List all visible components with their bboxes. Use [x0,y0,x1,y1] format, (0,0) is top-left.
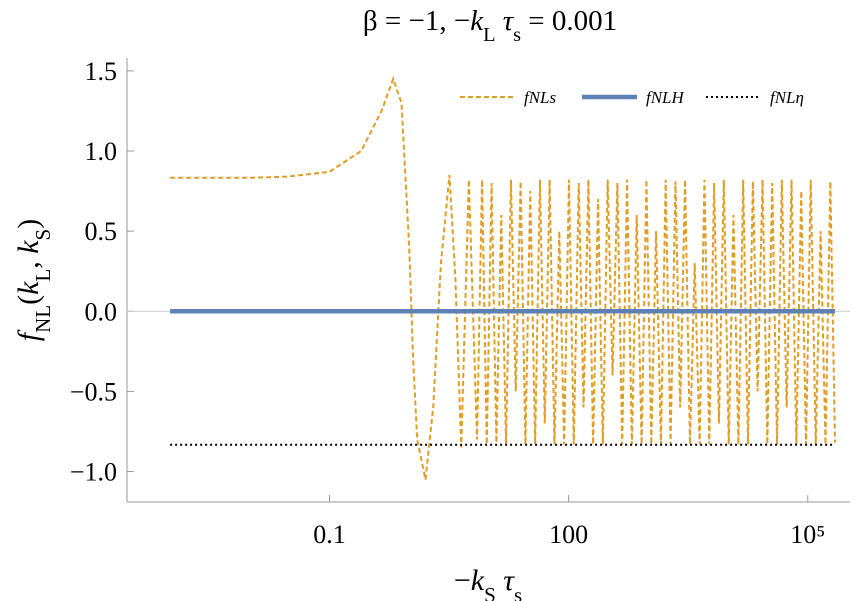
x-axis-label-part: s [514,583,522,601]
x-axis-label-part: τ [496,564,516,597]
y-axis-label-part: ) [12,219,45,229]
y-tick-label: −1.0 [70,458,117,487]
x-axis-label-part: − [454,564,471,597]
y-axis-label: fNL(kL, kS) [12,219,55,342]
chart-title-part: s [513,24,521,46]
chart-title-part: L [483,24,495,46]
legend-label: fNLH [646,88,686,107]
chart-title-part: = 0.001 [521,5,617,37]
y-tick-label: 1.5 [85,57,118,86]
x-axis-label-part: S [484,583,496,601]
x-tick-label: 0.1 [313,520,346,549]
x-tick-label: 10⁵ [790,520,825,549]
x-tick-label: 100 [549,520,588,549]
chart-title-part: β = −1, − [363,5,470,37]
y-axis-label-part: ( [12,295,45,305]
chart-title-part: k [470,5,484,37]
y-axis-label-part: k [12,240,45,254]
chart-title: β = −1, −kL τs = 0.001 [363,5,617,46]
legend-label: fNLs [524,88,557,107]
series-line [170,75,837,480]
legend-label: fNLη [770,88,804,107]
y-axis-label-part: , [12,254,45,269]
y-tick-label: 1.0 [85,137,118,166]
y-tick-label: 0.5 [85,217,118,246]
x-axis-label: −kS τs [454,564,522,601]
y-axis-label-part: NL [31,305,55,333]
y-tick-label: −0.5 [70,377,117,406]
chart-title-part: τ [495,5,514,37]
y-axis-label-part: L [31,269,55,282]
y-axis-label-part: k [12,281,45,295]
x-axis-label-part: k [471,564,485,597]
y-axis-label-part: S [31,229,55,241]
y-tick-label: 0.0 [85,297,118,326]
